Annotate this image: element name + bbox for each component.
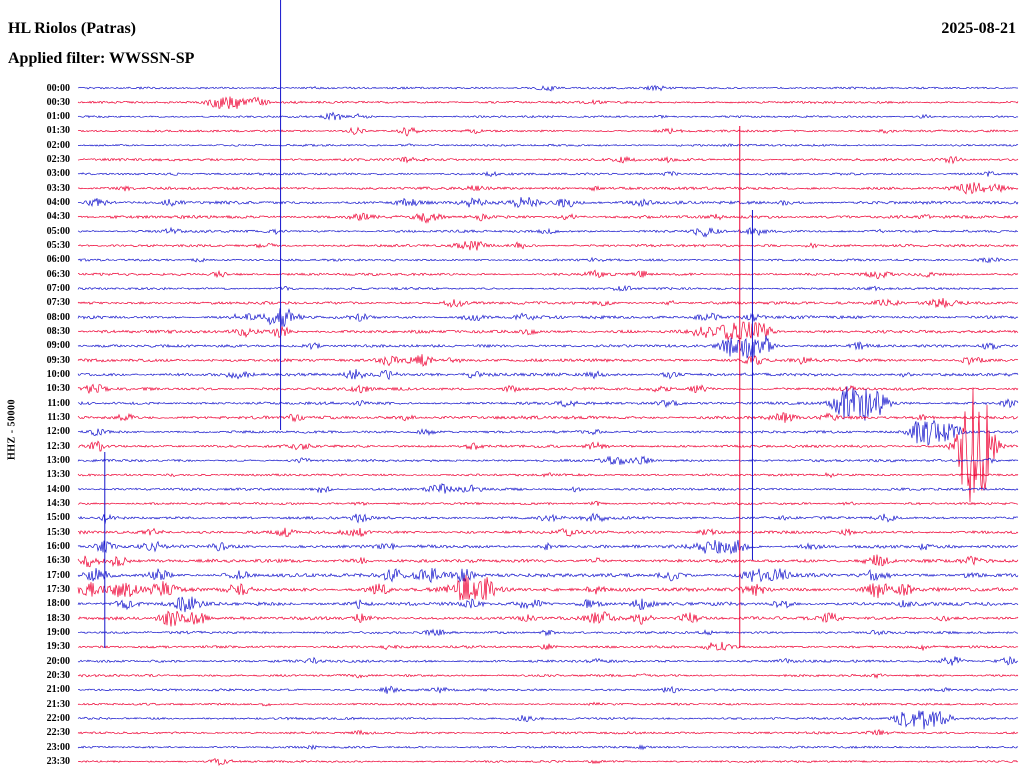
seismic-trace-17:00	[77, 567, 1019, 584]
seismic-trace-19:30	[78, 641, 1019, 651]
seismic-trace-03:30	[77, 182, 1019, 195]
seismic-trace-08:30	[77, 321, 1019, 341]
seismic-trace-02:00	[77, 143, 1019, 148]
seismic-trace-12:00	[77, 419, 1019, 446]
seismic-trace-00:00	[77, 84, 1019, 92]
station-title: HL Riolos (Patras)	[8, 20, 136, 37]
filter-label: Applied filter: WWSSN-SP	[8, 50, 195, 67]
seismic-trace-14:00	[77, 483, 1019, 494]
seismic-trace-13:30	[77, 472, 1019, 479]
seismic-trace-10:00	[77, 369, 1019, 381]
seismic-trace-23:30	[77, 757, 1019, 767]
seismic-trace-09:30	[77, 354, 1019, 367]
seismic-trace-15:00	[77, 512, 1019, 525]
date-label: 2025-08-21	[941, 20, 1016, 37]
seismic-trace-03:00	[77, 170, 1019, 177]
seismic-trace-06:00	[77, 256, 1019, 264]
seismic-trace-21:00	[77, 685, 1019, 694]
seismic-trace-20:00	[77, 655, 1019, 666]
seismic-trace-14:30	[77, 500, 1019, 507]
seismic-trace-01:30	[77, 126, 1019, 137]
seismic-trace-04:30	[77, 212, 1019, 224]
seismic-trace-11:30	[77, 412, 1019, 423]
seismic-trace-23:00	[77, 744, 1019, 751]
seismic-trace-09:00	[77, 335, 1018, 359]
seismic-trace-07:30	[77, 298, 1019, 309]
seismic-trace-22:30	[77, 728, 1019, 736]
seismic-trace-06:30	[77, 269, 1019, 280]
seismic-trace-05:30	[77, 240, 1019, 251]
seismic-trace-02:30	[77, 155, 1019, 165]
seismic-trace-00:30	[77, 96, 1019, 110]
seismic-trace-15:30	[77, 527, 1019, 538]
seismic-trace-16:30	[77, 554, 1019, 568]
seismic-trace-11:00	[77, 386, 1019, 421]
seismic-trace-18:30	[77, 610, 1019, 627]
seismic-trace-04:00	[77, 197, 1019, 208]
seismic-trace-12:30	[78, 387, 1019, 503]
seismic-trace-05:00	[77, 226, 1018, 238]
seismic-trace-21:30	[77, 701, 1019, 707]
seismic-trace-16:00	[77, 539, 1019, 555]
seismic-trace-20:30	[77, 673, 1019, 679]
seismic-trace-18:00	[77, 596, 1019, 613]
seismic-trace-07:00	[77, 284, 1019, 292]
seismic-trace-22:00	[77, 710, 1019, 730]
seismic-trace-13:00	[77, 455, 1019, 466]
seismic-trace-01:00	[77, 111, 1019, 121]
seismic-trace-10:30	[77, 383, 1019, 394]
seismic-trace-17:30	[77, 574, 1019, 601]
seismic-trace-19:00	[77, 628, 1018, 637]
seismic-trace-08:00	[77, 308, 1019, 328]
